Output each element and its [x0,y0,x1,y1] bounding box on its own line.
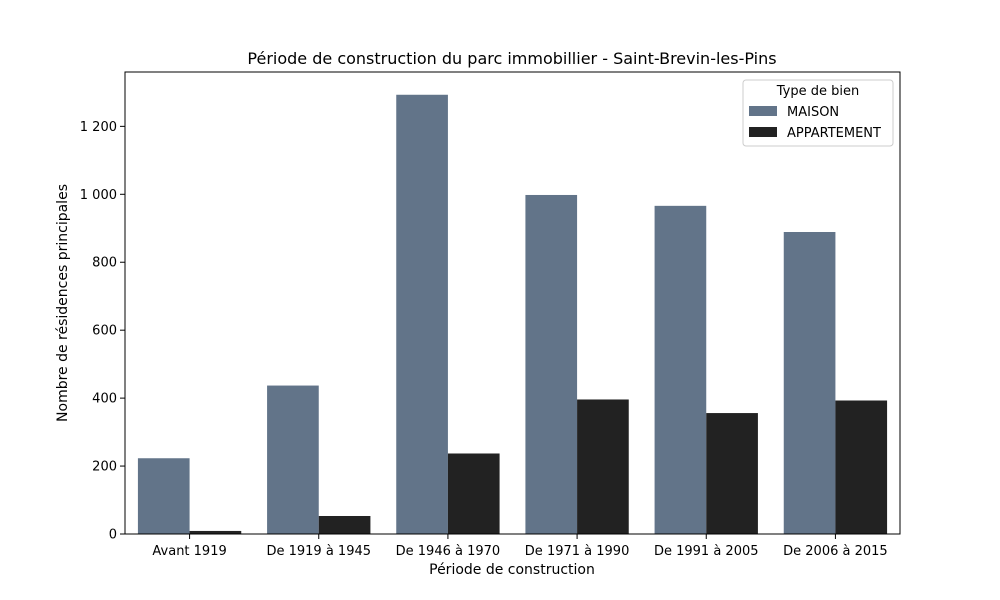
y-tick-label: 200 [92,460,117,475]
bar-maison-4 [654,205,707,534]
bar-maison-1 [267,385,319,534]
bar-appartement-3 [577,399,629,534]
y-tick-label: 600 [92,324,117,339]
bar-maison-3 [525,194,578,535]
x-tick-label: De 2006 à 2015 [783,544,888,559]
bar-maison-2 [396,94,448,535]
plot-frame [124,71,901,535]
x-tick-label: De 1971 à 1990 [525,544,630,559]
x-tick-label: De 1946 à 1970 [396,544,501,559]
x-tick-label: De 1991 à 2005 [654,544,759,559]
x-axis-label: Période de construction [429,562,595,578]
legend-title: Type de bien [776,84,859,99]
y-tick-label: 1 200 [80,120,117,135]
legend-swatch-appartement [749,127,777,137]
x-axis: Avant 1919 De 1919 à 1945 De 1946 à 1970 De… [152,534,888,559]
chart-title: Période de construction du parc immobill… [247,49,776,68]
legend-frame [742,79,894,147]
bar-appartement-0 [189,530,242,534]
legend-swatch-maison [749,106,777,116]
bar-appartement-2 [447,453,500,534]
y-axis-label: Nombre de résidences principales [55,184,71,422]
legend-label-maison: MAISON [787,105,839,120]
y-tick-label: 400 [92,392,117,407]
bar-appartement-5 [835,400,888,534]
legend-label-appartement: APPARTEMENT [787,126,881,141]
legend: Type de bien MAISON APPARTEMENT [742,79,894,147]
x-tick-label: Avant 1919 [152,544,226,559]
y-tick-label: 800 [92,256,117,271]
bar-appartement-4 [706,413,758,534]
y-axis: 0 200 400 600 800 1 000 1 200 [80,120,125,543]
x-tick-label: De 1919 à 1945 [266,544,371,559]
bar-appartement-1 [318,515,371,534]
bar-maison-0 [137,458,190,534]
bar-maison-5 [783,232,836,534]
y-tick-label: 0 [109,528,117,543]
y-tick-label: 1 000 [80,188,117,203]
bars-group [137,94,888,535]
